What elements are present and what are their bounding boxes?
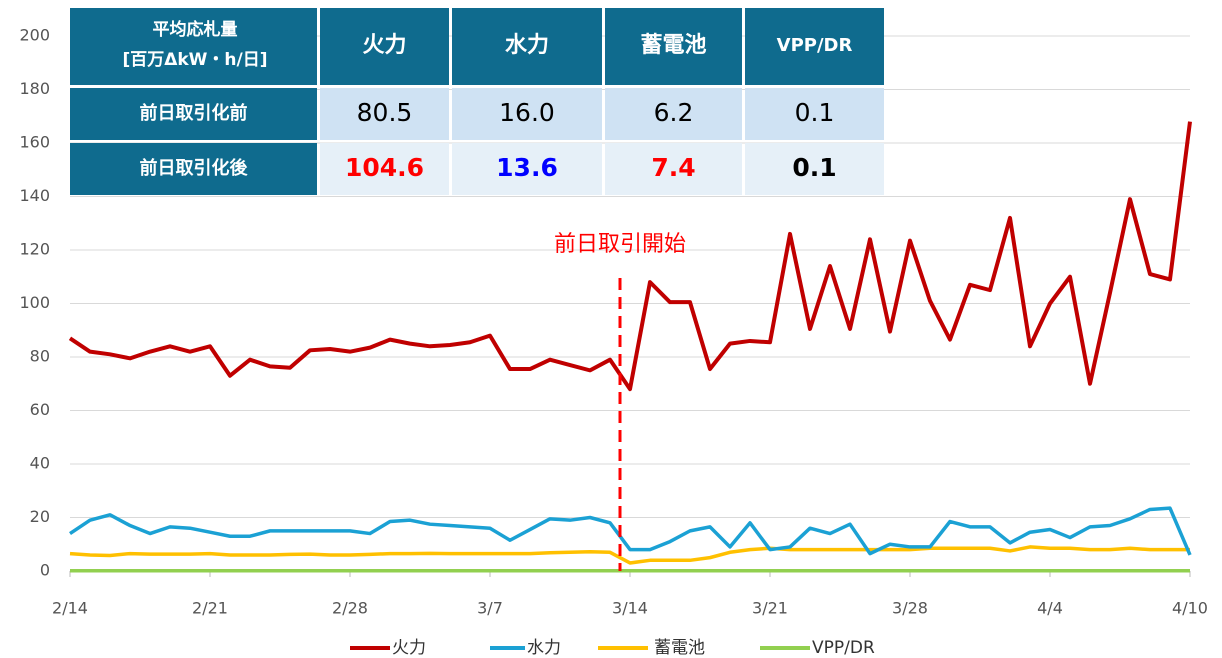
table-cell <box>745 143 884 195</box>
table-header: VPP/DR <box>777 35 853 56</box>
y-tick-label: 80 <box>30 347 50 366</box>
table-value: 7.4 <box>651 153 695 182</box>
table-cell <box>452 8 602 85</box>
legend-label: 水力 <box>527 638 561 658</box>
table-row-label: 前日取引化前 <box>140 102 248 124</box>
x-tick-label: 3/7 <box>477 599 503 618</box>
x-tick-label: 4/10 <box>1172 599 1208 618</box>
table-cell <box>605 143 742 195</box>
series-line <box>69 545 1190 565</box>
table-value: 80.5 <box>357 98 413 127</box>
x-tick-label: 4/4 <box>1037 599 1063 618</box>
x-tick-label: 2/14 <box>52 599 88 618</box>
table-row-label: 前日取引化後 <box>140 157 249 179</box>
y-tick-label: 140 <box>19 186 50 205</box>
x-tick-label: 2/21 <box>192 599 228 618</box>
table-cell <box>745 88 884 140</box>
legend-label: 蓄電池 <box>654 638 705 658</box>
table-cell <box>745 8 884 85</box>
legend-label: 火力 <box>392 638 426 658</box>
table-cell <box>320 8 449 85</box>
table-value: 6.2 <box>654 98 694 127</box>
table-cell <box>70 143 317 195</box>
table-value: 0.1 <box>792 153 836 182</box>
table-cell <box>320 143 449 195</box>
table-cell <box>70 8 317 85</box>
table-header: 蓄電池 <box>640 33 706 58</box>
y-tick-label: 100 <box>19 293 50 312</box>
x-tick-label: 3/14 <box>612 599 648 618</box>
series-line <box>68 121 1192 392</box>
table-header: 火力 <box>362 33 406 58</box>
table-corner: 平均応札量 <box>153 19 238 40</box>
y-tick-label: 120 <box>19 240 50 259</box>
table-cell <box>605 88 742 140</box>
y-tick-label: 0 <box>40 561 50 580</box>
series-line <box>69 506 1192 556</box>
x-tick-label: 3/28 <box>892 599 928 618</box>
annotation: 前日取引開始 <box>554 232 686 257</box>
table-cell <box>452 143 602 195</box>
y-tick-label: 160 <box>19 133 50 152</box>
table-cell <box>605 8 742 85</box>
legend-label: VPP/DR <box>812 638 875 658</box>
table-cell <box>452 88 602 140</box>
y-tick-label: 180 <box>19 79 50 98</box>
table-header: 水力 <box>505 33 549 58</box>
table-corner: [百万ΔkW・h/日] <box>122 50 267 70</box>
table-value: 104.6 <box>345 153 424 182</box>
x-tick-label: 3/21 <box>752 599 788 618</box>
table-value: 13.6 <box>496 153 558 182</box>
table-value: 0.1 <box>795 98 835 127</box>
y-tick-label: 40 <box>30 454 50 473</box>
y-tick-label: 200 <box>19 26 50 45</box>
x-tick-label: 2/28 <box>332 599 368 618</box>
y-tick-label: 20 <box>30 507 50 526</box>
table-value: 16.0 <box>499 98 555 127</box>
y-tick-label: 60 <box>30 400 50 419</box>
table-cell <box>70 88 317 140</box>
table-cell <box>320 88 449 140</box>
